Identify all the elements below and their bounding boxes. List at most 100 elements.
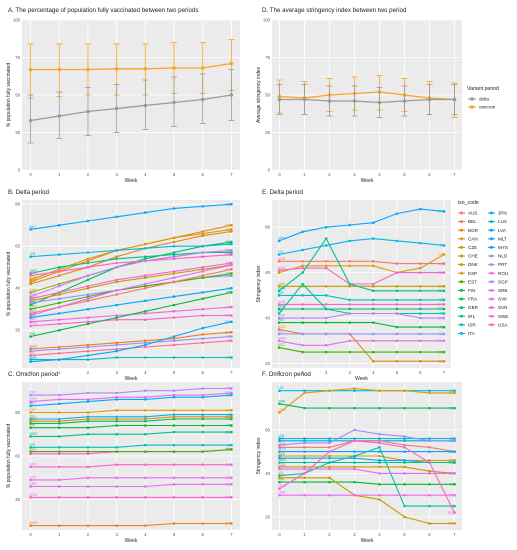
end-label: CAN (438, 253, 446, 257)
start-label: IRL (278, 309, 283, 313)
data-point (144, 389, 147, 393)
series-line (30, 335, 232, 352)
data-point (428, 450, 431, 453)
panel-d: D. The average stringency index between … (256, 7, 499, 184)
data-point (348, 264, 352, 268)
data-point (144, 345, 147, 349)
data-point (230, 335, 233, 338)
data-point (86, 524, 90, 527)
data-point (29, 358, 32, 361)
legend-key-dot (490, 306, 493, 310)
data-point (229, 61, 234, 66)
series-line (279, 267, 444, 285)
data-point (278, 476, 281, 480)
end-label: HRV (225, 305, 233, 309)
data-point (419, 359, 422, 363)
data-point (278, 474, 281, 477)
data-point (278, 493, 281, 497)
x-axis-title: Week (125, 178, 138, 184)
data-point (395, 332, 399, 336)
data-point (201, 443, 205, 447)
legend-key-dot (460, 254, 463, 258)
data-point (278, 443, 281, 447)
data-point (328, 467, 331, 471)
data-point (29, 445, 32, 449)
start-label: ISR (30, 443, 36, 447)
data-point (395, 350, 399, 354)
data-point (230, 463, 233, 467)
data-point (201, 326, 205, 330)
x-tick-label: 0 (278, 532, 281, 537)
data-point (172, 100, 176, 105)
data-point (201, 205, 205, 208)
end-label: ITA (450, 389, 456, 393)
data-point (371, 259, 375, 263)
data-point (57, 419, 61, 423)
start-label: IRL (279, 471, 284, 475)
series-line (30, 264, 232, 317)
data-point (57, 417, 61, 421)
legend-key-dot (490, 228, 493, 232)
start-label: SWE (279, 465, 287, 469)
series-svn: SVN SVN (29, 462, 233, 469)
data-point (172, 244, 176, 248)
legend-key-dot (460, 220, 463, 224)
data-point (230, 476, 233, 480)
data-point (428, 522, 431, 525)
data-point (57, 253, 61, 256)
series-line (30, 387, 232, 396)
data-point (201, 251, 205, 254)
data-point (278, 487, 281, 490)
data-point (419, 312, 422, 315)
end-label: MYS (438, 210, 446, 214)
data-point (324, 294, 328, 297)
x-tick-label: 2 (328, 172, 331, 177)
data-point (419, 339, 422, 343)
x-tick-label: 7 (453, 532, 456, 537)
data-point (29, 324, 32, 328)
series-line (30, 291, 232, 338)
data-point (86, 345, 90, 349)
series-line (30, 249, 232, 298)
data-point (29, 354, 32, 357)
data-point (29, 228, 32, 231)
data-point (86, 450, 90, 453)
series-mys: MYS MYS (29, 320, 233, 364)
series-bgr: BGR BGR (29, 331, 233, 351)
data-point (57, 358, 61, 361)
data-point (115, 278, 118, 282)
x-tick-label: 6 (202, 172, 205, 177)
data-point (395, 339, 399, 343)
data-point (395, 271, 399, 274)
end-label: LVA (226, 286, 233, 290)
x-tick-label: 0 (29, 370, 32, 375)
series-sgp: SGP SGP (29, 391, 233, 403)
data-point (301, 303, 304, 306)
data-point (86, 286, 90, 290)
data-point (353, 467, 356, 471)
data-point (327, 99, 332, 103)
data-point (86, 251, 90, 254)
data-point (57, 398, 61, 401)
data-point (115, 424, 118, 427)
data-point (453, 450, 456, 453)
x-tick-label: 4 (378, 532, 381, 537)
data-point (29, 303, 32, 307)
data-point (57, 411, 61, 414)
data-point (29, 320, 32, 324)
end-label: LUX (226, 356, 233, 360)
panel-title: B. Delta period (8, 189, 49, 196)
data-point (144, 284, 147, 288)
x-tick-label: 7 (230, 370, 233, 375)
start-label: GBR (279, 458, 287, 462)
series-line (30, 243, 232, 258)
series-line (279, 429, 455, 446)
data-point (144, 415, 147, 419)
data-point (172, 393, 176, 397)
data-point (115, 395, 118, 399)
legend-variant-period: Variant period delta omicron (467, 86, 499, 110)
legend-iso-code: iso_code AUS BEL BGR CAN CZE CHE DNK ESP EST FIN FR… (458, 200, 508, 336)
start-label: ISR (278, 291, 284, 295)
data-point (201, 265, 205, 269)
